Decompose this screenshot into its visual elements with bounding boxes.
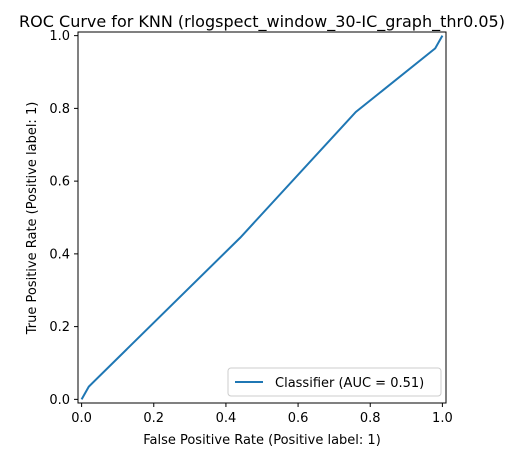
x-axis-ticks: 0.0 0.2 0.4 0.6 0.8 1.0 <box>71 403 453 426</box>
x-axis-label: False Positive Rate (Positive label: 1) <box>143 433 381 448</box>
x-tick-label: 0.6 <box>288 411 309 426</box>
legend-box <box>227 367 442 397</box>
y-axis-label: True Positive Rate (Positive label: 1) <box>25 102 40 336</box>
x-tick-label: 0.2 <box>143 411 164 426</box>
y-tick-label: 0.6 <box>49 175 70 190</box>
roc-curve-line <box>80 35 444 400</box>
x-tick-label: 0.0 <box>71 411 92 426</box>
y-tick-label: 0.0 <box>49 393 70 408</box>
legend: Classifier (AUC = 0.51) <box>227 367 442 397</box>
x-tick-label: 1.0 <box>432 411 453 426</box>
y-tick-label: 0.2 <box>49 320 70 335</box>
y-tick-label: 0.4 <box>49 247 70 262</box>
y-tick-label: 0.8 <box>49 102 70 117</box>
x-tick-label: 0.8 <box>360 411 381 426</box>
plot-frame <box>77 31 447 404</box>
y-tick-label: 1.0 <box>49 29 70 44</box>
chart-title: ROC Curve for KNN (rlogspect_window_30-I… <box>19 12 505 32</box>
x-tick-label: 0.4 <box>216 411 237 426</box>
legend-entry-classifier: Classifier (AUC = 0.51) <box>275 376 424 391</box>
y-axis-ticks: 0.0 0.2 0.4 0.6 0.8 1.0 <box>49 29 78 408</box>
